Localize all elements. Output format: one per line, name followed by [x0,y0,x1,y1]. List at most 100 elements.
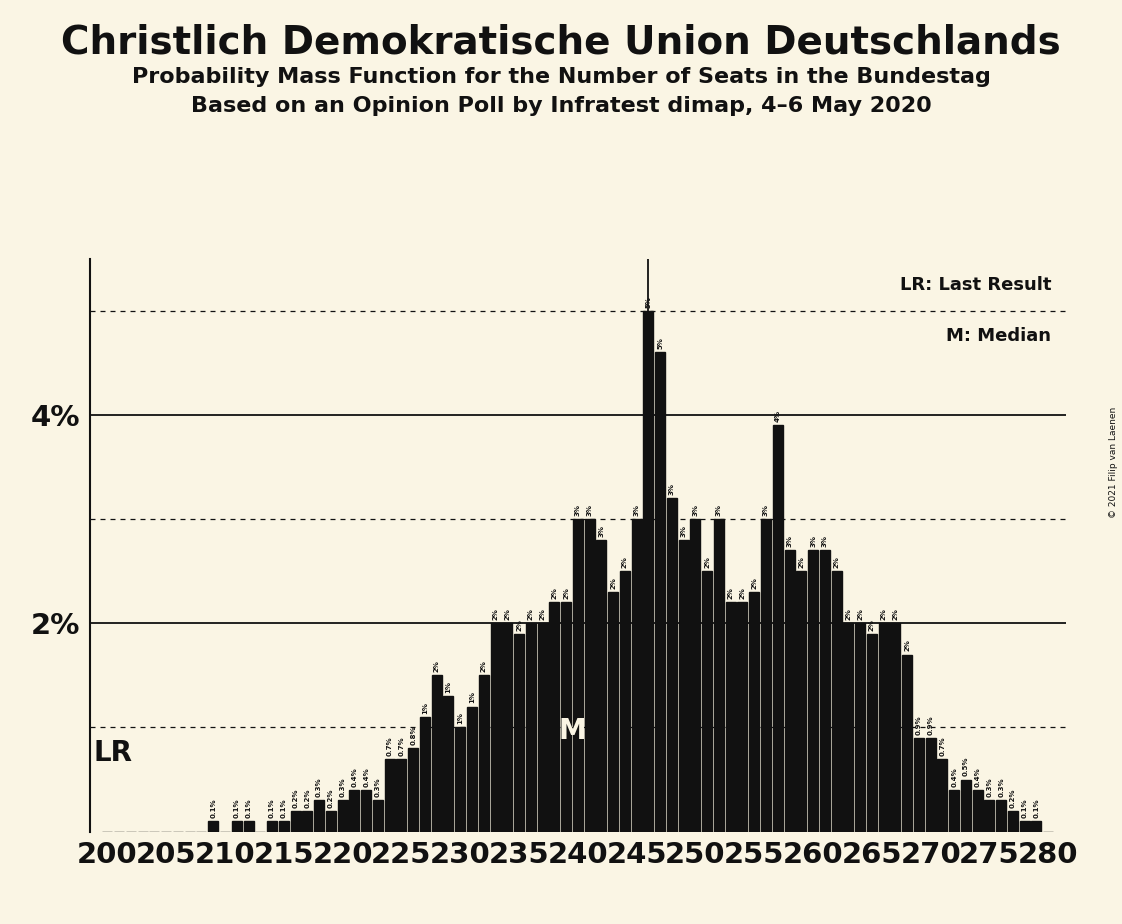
Bar [702,571,712,832]
Bar [973,790,983,832]
Bar [209,821,219,832]
Bar [1020,821,1030,832]
Bar [526,624,536,832]
Text: 2%: 2% [868,619,875,630]
Bar [808,551,818,832]
Bar [456,727,466,832]
Bar [820,551,830,832]
Bar [467,707,477,832]
Bar [714,519,724,832]
Text: 2%: 2% [516,619,522,630]
Text: 5%: 5% [645,296,652,308]
Text: 0.3%: 0.3% [986,778,993,797]
Bar [984,800,994,832]
Text: 1%: 1% [458,712,463,724]
Text: 0.2%: 0.2% [304,788,311,808]
Bar [361,790,371,832]
Text: Christlich Demokratische Union Deutschlands: Christlich Demokratische Union Deutschla… [61,23,1061,61]
Bar [690,519,700,832]
Text: 0.3%: 0.3% [999,778,1004,797]
Text: 0.1%: 0.1% [233,798,240,818]
Text: 0.7%: 0.7% [387,736,393,756]
Text: Based on an Opinion Poll by Infratest dimap, 4–6 May 2020: Based on an Opinion Poll by Infratest di… [191,96,931,116]
Text: 2%: 2% [551,588,558,600]
Bar [408,748,419,832]
Text: 0.7%: 0.7% [939,736,946,756]
Text: 3%: 3% [692,504,698,516]
Text: 0.3%: 0.3% [375,778,380,797]
Bar [514,634,524,832]
Bar [797,571,807,832]
Text: 0.9%: 0.9% [928,715,934,735]
Text: 2%: 2% [752,577,757,589]
Bar [585,519,595,832]
Text: 3%: 3% [634,504,640,516]
Text: 3%: 3% [587,504,592,516]
Text: 3%: 3% [716,504,721,516]
Bar [726,602,736,832]
Text: 2%: 2% [480,661,487,673]
Text: M: Median: M: Median [946,327,1051,346]
Text: 2%: 2% [622,556,628,568]
Bar [1008,810,1018,832]
Bar [784,551,794,832]
Text: 3%: 3% [681,525,687,537]
Bar [632,519,642,832]
Bar [1031,821,1041,832]
Bar [844,624,854,832]
Bar [314,800,324,832]
Text: 0.4%: 0.4% [975,767,981,787]
Text: 3%: 3% [763,504,769,516]
Text: 0.4%: 0.4% [951,767,957,787]
Bar [902,654,912,832]
Bar [550,602,559,832]
Bar [926,738,936,832]
Bar [960,780,971,832]
Bar [666,498,677,832]
Text: 1%: 1% [445,681,451,693]
Text: 5%: 5% [657,337,663,349]
Text: LR: Last Result: LR: Last Result [900,276,1051,294]
Bar [479,675,489,832]
Text: 0.9%: 0.9% [916,715,922,735]
Text: 0.2%: 0.2% [1010,788,1017,808]
Text: 0.4%: 0.4% [364,767,369,787]
Bar [432,675,442,832]
Text: 3%: 3% [810,535,816,547]
Bar [537,624,548,832]
Text: 0.4%: 0.4% [351,767,358,787]
Text: 0.1%: 0.1% [280,798,287,818]
Text: 0.1%: 0.1% [269,798,275,818]
Text: 2%: 2% [728,588,734,600]
Text: 0.2%: 0.2% [328,788,334,808]
Text: 2%: 2% [610,577,616,589]
Bar [879,624,889,832]
Bar [914,738,923,832]
Text: 2%: 2% [904,639,910,651]
Text: 0.7%: 0.7% [398,736,404,756]
Text: 2%: 2% [705,556,710,568]
Text: Probability Mass Function for the Number of Seats in the Bundestag: Probability Mass Function for the Number… [131,67,991,87]
Bar [503,624,513,832]
Bar [302,810,312,832]
Text: M: M [558,717,586,745]
Bar [655,352,665,832]
Text: 0.3%: 0.3% [340,778,346,797]
Bar [232,821,241,832]
Text: 2%: 2% [563,588,569,600]
Bar [420,717,430,832]
Bar [996,800,1006,832]
Bar [949,790,959,832]
Bar [831,571,842,832]
Text: 0.1%: 0.1% [210,798,217,818]
Text: 1%: 1% [469,691,475,703]
Text: 2%: 2% [798,556,804,568]
Bar [597,540,606,832]
Bar [291,810,301,832]
Bar [349,790,359,832]
Bar [891,624,900,832]
Bar [679,540,689,832]
Text: 2%: 2% [493,608,498,620]
Bar [490,624,500,832]
Text: 0.1%: 0.1% [246,798,251,818]
